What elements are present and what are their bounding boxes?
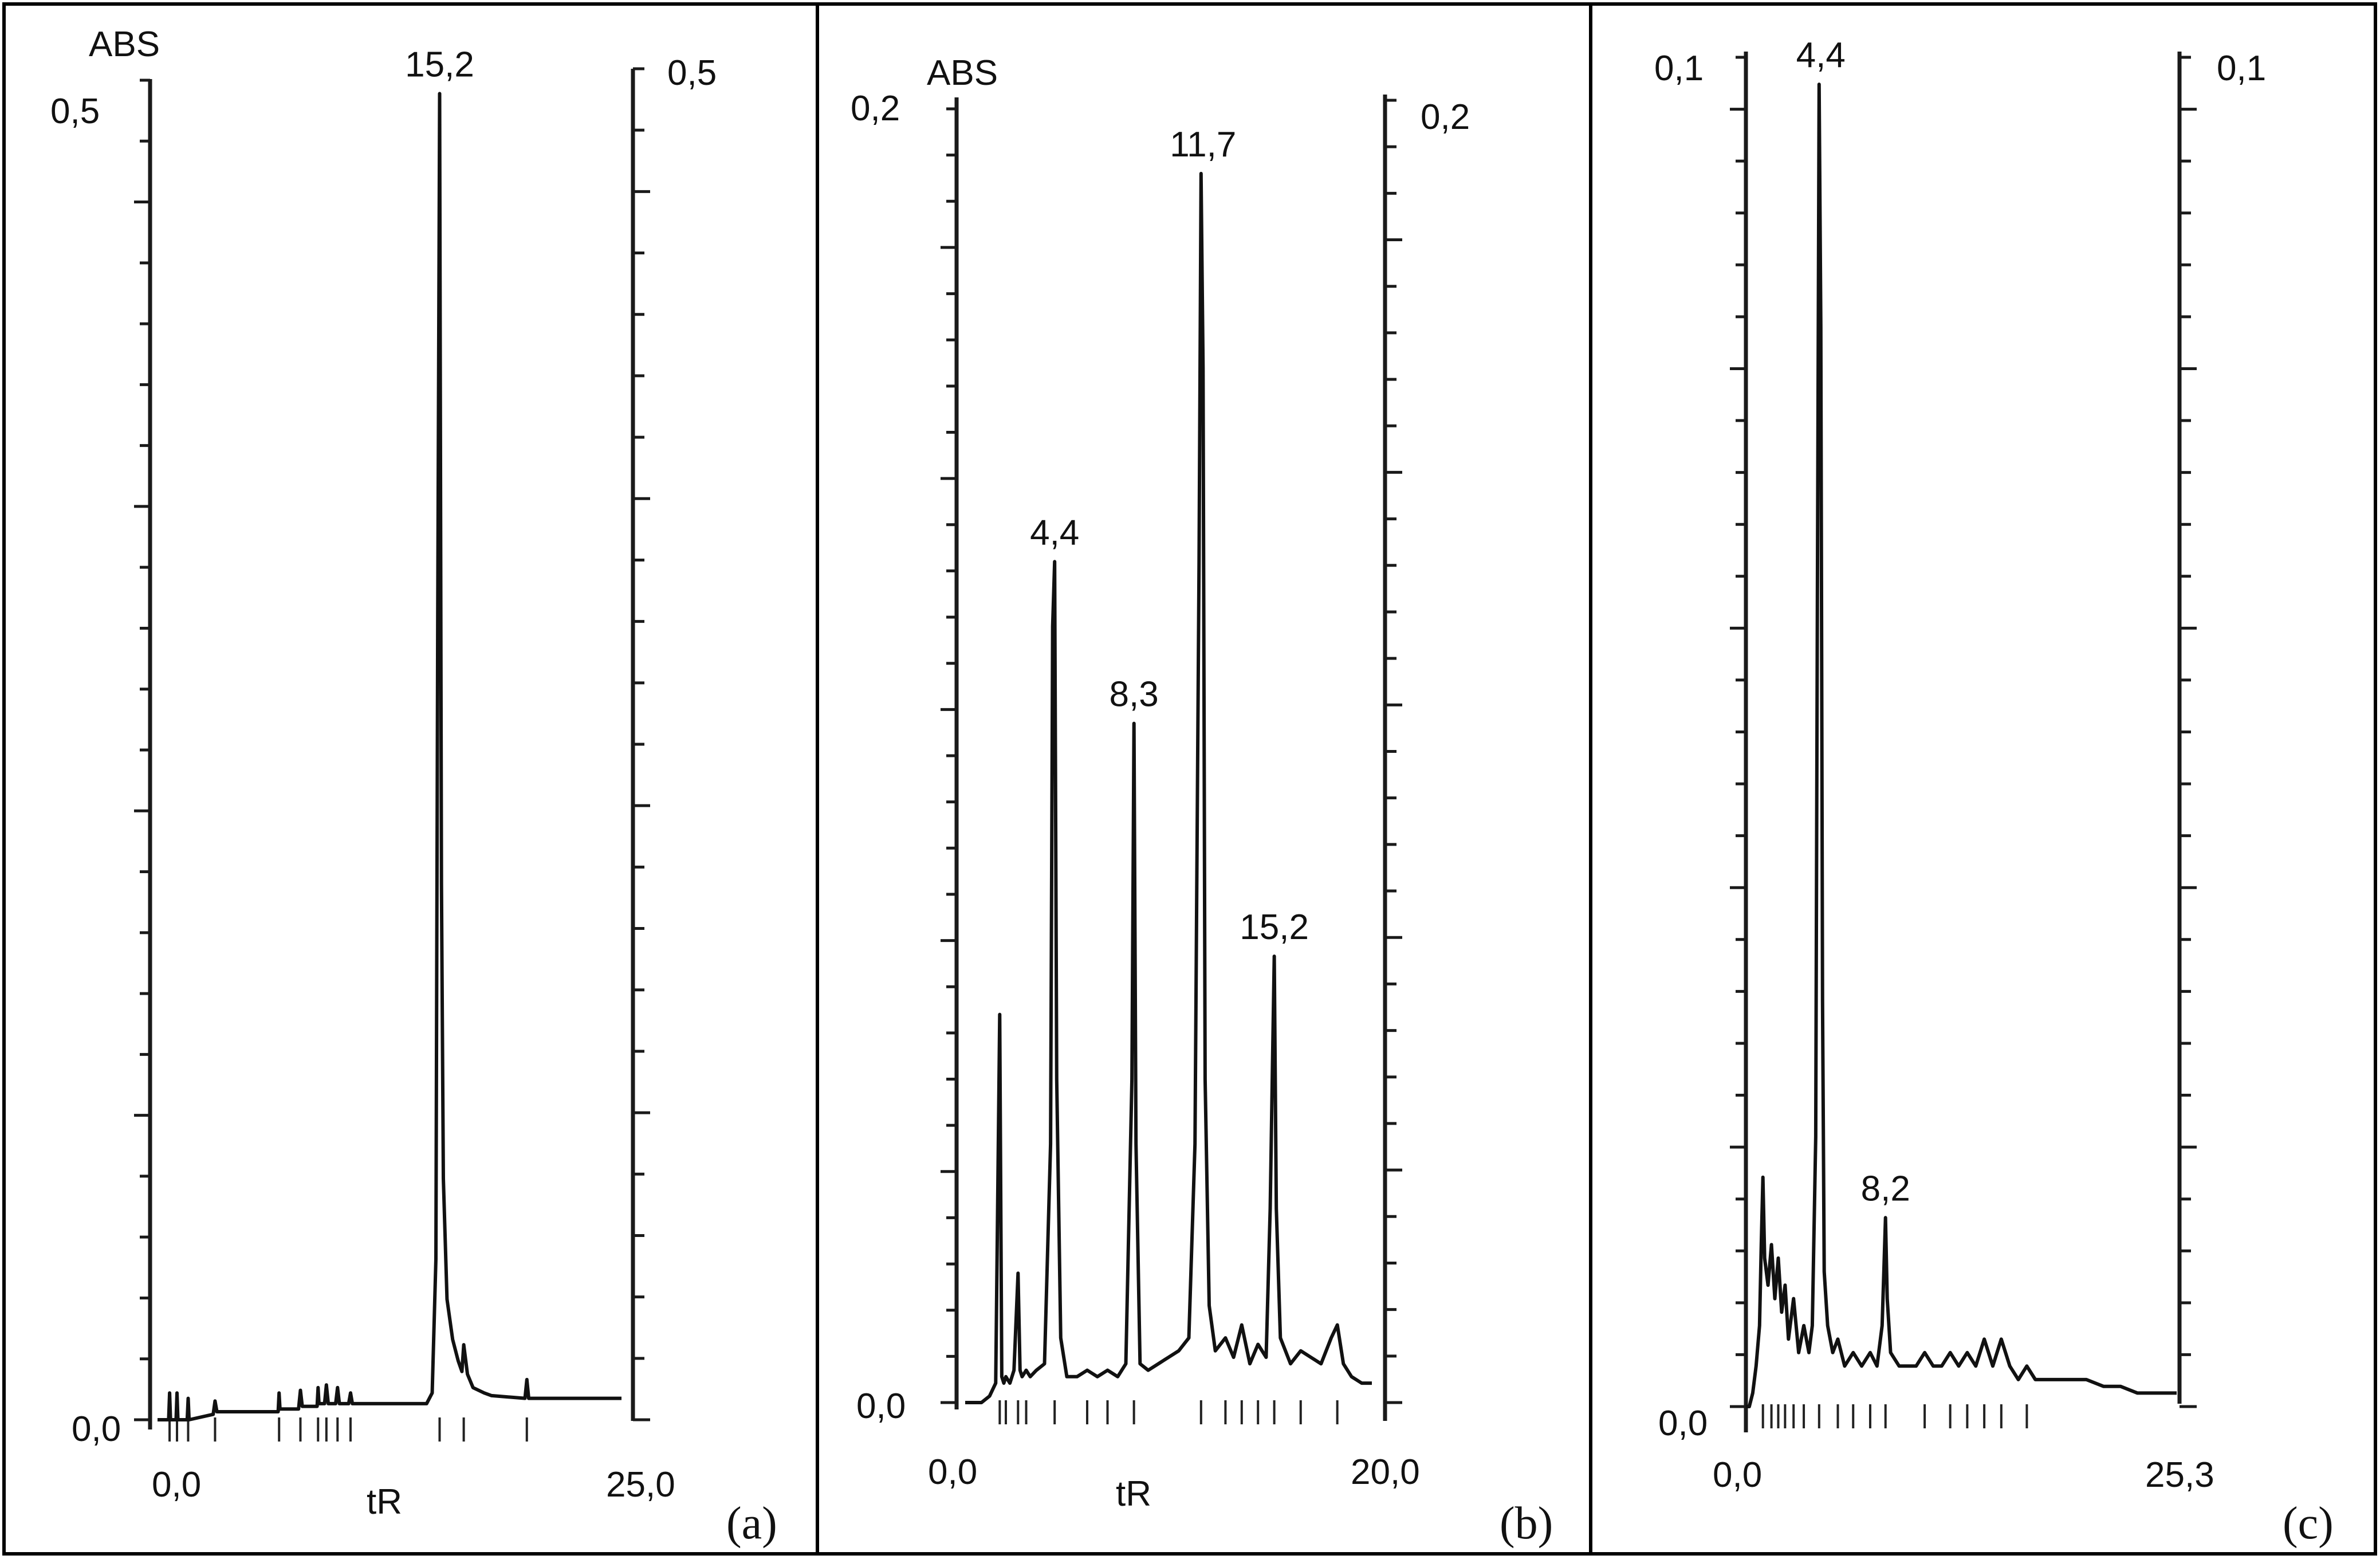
panel-c: 4,4 8,2 0,1 0,0 0,1 0,0 25,3 (c) (1589, 2, 2377, 1556)
panel-a-y-axis-title: ABS (89, 25, 160, 64)
panel-b: 4,48,311,715,2 ABS 0,2 0,0 0,2 0,0 20,0 … (816, 2, 1592, 1556)
panel-c-letter: (c) (2283, 1498, 2334, 1549)
panel-b-x-end-tick-label: 20,0 (1351, 1452, 1420, 1492)
panel-b-x-start-tick-label: 0,0 (928, 1452, 977, 1492)
panel-a-left-top-tick-label: 0,5 (50, 92, 100, 131)
panel-a-trace (158, 92, 621, 1421)
panel-b-left-bottom-tick-label: 0,0 (856, 1387, 906, 1426)
panel-b-x-axis-title: tR (1116, 1474, 1151, 1514)
panel-b-peak-label: 4,4 (1030, 513, 1079, 552)
panel-a-x-axis-title: tR (367, 1482, 402, 1522)
panel-a-left-bottom-tick-label: 0,0 (72, 1409, 121, 1449)
panel-b-peak-label: 15,2 (1240, 908, 1309, 947)
panel-c-right-top-tick-label: 0,1 (2217, 49, 2266, 88)
panel-c-x-end-tick-label: 25,3 (2145, 1455, 2214, 1495)
panel-b-letter: (b) (1500, 1498, 1553, 1549)
panel-c-left-top-tick-label: 0,1 (1654, 49, 1704, 88)
panel-b-peak-label: 8,3 (1110, 675, 1159, 714)
panel-c-trace (1746, 83, 2177, 1408)
panel-a-peak-label: 15,2 (405, 45, 474, 84)
panel-b-peak-label: 11,7 (1170, 125, 1236, 164)
panel-a-x-end-tick-label: 25,0 (606, 1465, 675, 1505)
panel-a-x-start-tick-label: 0,0 (152, 1465, 201, 1505)
panel-a-right-top-tick-label: 0,5 (667, 53, 717, 93)
panel-b-y-axis-title: ABS (927, 53, 998, 93)
panel-a-letter: (a) (726, 1498, 777, 1549)
panel-c-peak-label: 4,4 (1796, 36, 1846, 75)
panel-c-x-start-tick-label: 0,0 (1713, 1455, 1762, 1495)
panel-a: 15,2 ABS 0,5 0,0 0,5 0,0 25,0 tR (a) (2, 2, 819, 1556)
panel-c-frame (1589, 2, 2377, 1556)
panel-b-trace (965, 171, 1372, 1404)
panel-b-left-top-tick-label: 0,2 (851, 89, 900, 128)
panel-c-left-bottom-tick-label: 0,0 (1658, 1404, 1708, 1443)
panel-b-right-top-tick-label: 0,2 (1421, 97, 1470, 137)
panel-c-peak-label: 8,2 (1861, 1169, 1910, 1208)
